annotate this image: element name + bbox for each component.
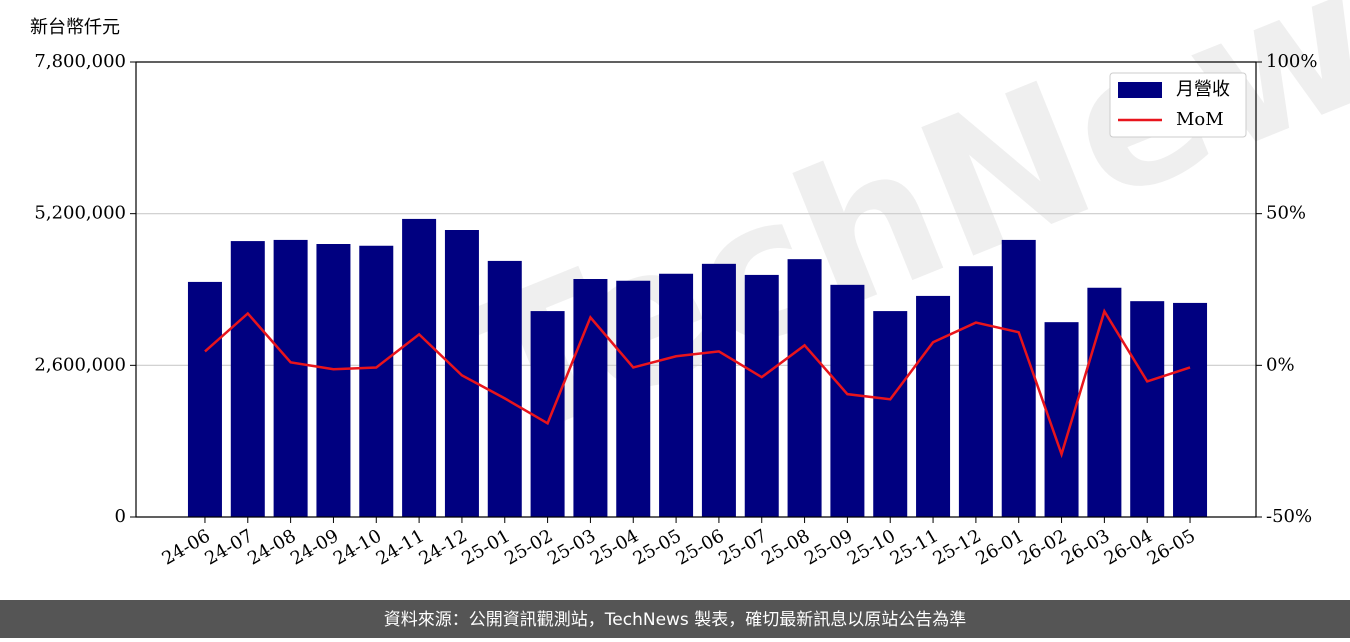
bar (701, 263, 736, 517)
bar (916, 295, 951, 517)
bar (273, 239, 308, 517)
bar (187, 281, 222, 517)
bar (530, 311, 565, 517)
x-tick-label: 25-02 (501, 525, 556, 569)
x-tick-label: 25-04 (587, 525, 642, 569)
x-tick-label: 25-07 (715, 525, 770, 569)
x-tick-label: 26-02 (1015, 525, 1070, 569)
bar (1087, 287, 1122, 517)
x-tick-label: 25-11 (887, 525, 942, 569)
bar (830, 284, 865, 517)
bar (958, 266, 993, 517)
x-tick-label: 26-05 (1144, 525, 1199, 569)
bar (787, 259, 822, 517)
legend-label: MoM (1176, 109, 1224, 130)
bar (402, 218, 437, 517)
footer-band (0, 600, 1350, 638)
x-tick-label: 25-10 (844, 525, 899, 569)
x-tick-label: 25-09 (801, 525, 856, 569)
x-tick-label: 25-05 (630, 525, 685, 569)
x-tick-label: 24-09 (287, 525, 342, 569)
bar (1173, 302, 1208, 517)
y-tick-label: 7,800,000 (34, 51, 126, 72)
y-tick-label: 5,200,000 (34, 203, 126, 224)
x-tick-label: 24-07 (201, 525, 256, 569)
x-tick-label: 25-12 (929, 525, 984, 569)
y2-tick-label: -50% (1266, 506, 1312, 527)
x-tick-label: 25-06 (672, 525, 727, 569)
y2-tick-label: 0% (1266, 354, 1295, 375)
x-tick-label: 26-04 (1101, 525, 1156, 569)
y-tick-label: 0 (115, 506, 126, 527)
x-tick-label: 24-12 (415, 525, 470, 569)
bar (230, 241, 265, 518)
x-tick-label: 25-08 (758, 525, 813, 569)
x-tick-label: 26-01 (972, 525, 1027, 569)
bar (359, 245, 394, 517)
y2-tick-label: 50% (1266, 203, 1306, 224)
x-tick-label: 26-03 (1058, 525, 1113, 569)
bar (444, 230, 479, 517)
x-tick-label: 24-11 (373, 525, 428, 569)
bar (1001, 239, 1036, 517)
bar (616, 280, 651, 517)
x-tick-label: 24-06 (159, 525, 214, 569)
x-tick-label: 25-01 (458, 525, 513, 569)
y-axis-label: 新台幣仟元 (30, 17, 120, 38)
bar (316, 244, 351, 517)
y2-tick-label: 100% (1266, 51, 1317, 72)
footer-text: 資料來源：公開資訊觀測站，TechNews 製表，確切最新訊息以原站公告為準 (384, 610, 966, 630)
bar (1130, 301, 1165, 517)
bar (744, 274, 779, 517)
bar (659, 273, 694, 517)
y-tick-label: 2,600,000 (34, 354, 126, 375)
legend-swatch (1118, 82, 1162, 98)
legend-label: 月營收 (1176, 79, 1230, 100)
x-tick-label: 25-03 (544, 525, 599, 569)
line (204, 308, 1191, 459)
bar (487, 260, 522, 517)
x-tick-label: 24-08 (244, 525, 299, 569)
x-tick-label: 24-10 (330, 525, 385, 569)
plot-frame (135, 61, 1257, 518)
bar (573, 279, 608, 517)
bar (873, 311, 908, 517)
